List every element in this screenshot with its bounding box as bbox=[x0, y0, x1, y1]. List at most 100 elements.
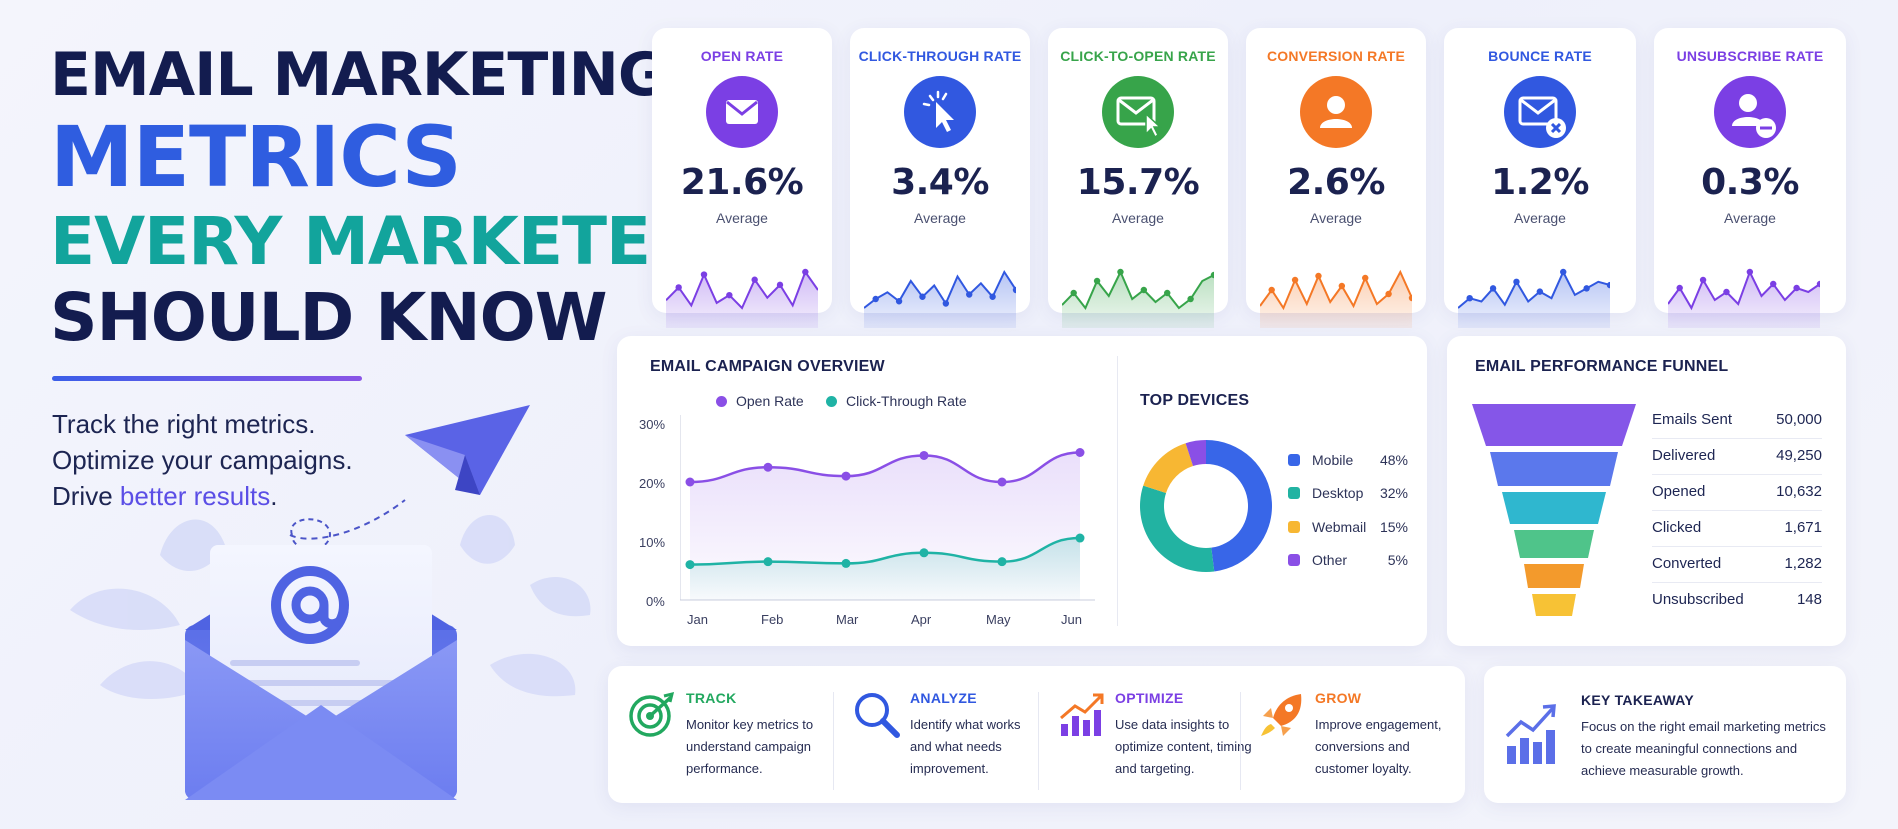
sparkline-point bbox=[942, 300, 950, 307]
kpi-label: CLICK-TO-OPEN RATE bbox=[1060, 48, 1216, 64]
sparkline-point bbox=[1466, 294, 1473, 302]
sparkline-point bbox=[1816, 280, 1820, 288]
y-tick-20: 20% bbox=[639, 476, 666, 491]
magnifier-icon bbox=[855, 693, 900, 738]
action-divider bbox=[833, 692, 834, 790]
sparkline-point bbox=[1385, 290, 1392, 298]
x-tick-mar: Mar bbox=[836, 612, 859, 627]
funnel-stage-unsubscribed bbox=[1532, 594, 1576, 616]
action-divider bbox=[1038, 692, 1039, 790]
sparkline-point bbox=[776, 281, 784, 289]
kpi-card-open-rate[interactable]: OPEN RATE 21.6% Average bbox=[652, 28, 832, 328]
kpi-card-conversion-rate[interactable]: CONVERSION RATE 2.6% Average bbox=[1246, 28, 1426, 328]
funnel-graphic bbox=[1472, 404, 1636, 616]
kpi-label: CONVERSION RATE bbox=[1266, 48, 1406, 64]
kpi-sparkline bbox=[1062, 268, 1214, 328]
hero-line-3: EVERY MARKETER bbox=[50, 203, 701, 280]
action-grow: GROW Improve engagement, conversions and… bbox=[1257, 690, 1457, 790]
hero-line-4: SHOULD KNOW bbox=[50, 279, 608, 356]
user-minus-icon bbox=[1714, 76, 1786, 148]
kpi-sub: Average bbox=[1310, 210, 1362, 226]
tagline-1: Track the right metrics. bbox=[52, 409, 316, 439]
sparkline-point bbox=[1560, 268, 1567, 276]
leaf-decoration-left bbox=[70, 519, 225, 700]
sparkline-point bbox=[1338, 282, 1346, 290]
kpi-card-bounce-rate[interactable]: BOUNCE RATE 1.2% Average bbox=[1444, 28, 1636, 328]
funnel-stage-opened bbox=[1502, 492, 1606, 524]
action-desc: Identify what works and what needs impro… bbox=[910, 717, 1021, 776]
series-1-point-0 bbox=[685, 560, 695, 570]
target-icon bbox=[629, 691, 675, 737]
takeaway-title: KEY TAKEAWAY bbox=[1581, 692, 1695, 708]
sparkline-point bbox=[872, 295, 879, 303]
kpi-card-click-through-rate[interactable]: CLICK-THROUGH RATE 3.4% Average bbox=[850, 28, 1030, 328]
sparkline-point bbox=[1699, 276, 1707, 284]
y-tick-30: 30% bbox=[639, 417, 666, 432]
kpi-card-unsubscribe-rate[interactable]: UNSUBSCRIBE RATE 0.3% Average bbox=[1654, 28, 1846, 328]
funnel-row-opened: Opened 10,632 bbox=[1652, 475, 1822, 511]
sparkline-point bbox=[1583, 285, 1590, 292]
tagline-3: Drive better results. bbox=[52, 481, 278, 511]
action-desc: Improve engagement, conversions and cust… bbox=[1315, 717, 1442, 776]
sparkline-area bbox=[1668, 272, 1820, 328]
sparkline-point bbox=[802, 268, 809, 276]
funnel-title: EMAIL PERFORMANCE FUNNEL bbox=[1475, 358, 1729, 375]
funnel-stage-clicked bbox=[1514, 530, 1594, 558]
sparkline-point bbox=[1676, 284, 1683, 292]
sparkline-point bbox=[1536, 288, 1544, 295]
action-track: TRACK Monitor key metrics to understand … bbox=[628, 690, 828, 790]
funnel-row-converted: Converted 1,282 bbox=[1652, 547, 1822, 583]
sparkline-point bbox=[1770, 280, 1777, 288]
sparkline-point bbox=[989, 293, 996, 300]
sparkline-point bbox=[966, 291, 973, 298]
action-strip-card bbox=[608, 666, 1465, 803]
tagline-2: Optimize your campaigns. bbox=[52, 445, 353, 475]
at-sign-icon bbox=[271, 566, 349, 644]
sparkline-point bbox=[1187, 295, 1194, 303]
top-devices-title: TOP DEVICES bbox=[1140, 392, 1250, 409]
action-title: GROW bbox=[1315, 690, 1362, 706]
series-line-0 bbox=[689, 451, 1081, 484]
action-divider bbox=[1240, 692, 1241, 790]
sparkline-area bbox=[1260, 272, 1412, 328]
funnel-row-delivered: Delivered 49,250 bbox=[1652, 439, 1822, 475]
series-0-point-5 bbox=[1075, 448, 1085, 457]
sparkline-point bbox=[1513, 278, 1520, 286]
rocket-icon bbox=[1261, 694, 1302, 736]
donut-slice-other bbox=[1185, 440, 1206, 467]
x-tick-may: May bbox=[986, 612, 1011, 627]
series-1-point-3 bbox=[919, 548, 929, 558]
funnel-stage-converted bbox=[1524, 564, 1584, 588]
kpi-value: 1.2% bbox=[1491, 162, 1589, 203]
funnel-row-clicked: Clicked 1,671 bbox=[1652, 511, 1822, 547]
sparkline-point bbox=[726, 291, 733, 299]
legend-click-through-rate[interactable]: Click-Through Rate bbox=[826, 393, 967, 409]
x-tick-jun: Jun bbox=[1061, 612, 1082, 627]
x-tick-jan: Jan bbox=[687, 612, 708, 627]
kpi-label: UNSUBSCRIBE RATE bbox=[1676, 48, 1824, 64]
y-tick-10: 10% bbox=[639, 535, 666, 550]
kpi-sparkline bbox=[864, 269, 1016, 328]
kpi-label: CLICK-THROUGH RATE bbox=[858, 48, 1022, 64]
series-1-point-4 bbox=[997, 557, 1007, 567]
series-0-point-2 bbox=[841, 471, 851, 481]
action-title: ANALYZE bbox=[910, 690, 977, 706]
sparkline-point bbox=[1268, 286, 1275, 294]
sparkline-point bbox=[675, 284, 682, 291]
section-divider bbox=[1117, 356, 1118, 626]
sparkline-point bbox=[1012, 286, 1016, 294]
series-0-point-3 bbox=[919, 450, 929, 460]
sparkline-point bbox=[895, 298, 903, 305]
funnel-stage-sent bbox=[1472, 404, 1636, 446]
hero-line-1: EMAIL MARKETING bbox=[50, 40, 667, 110]
sparkline-point bbox=[1164, 289, 1171, 297]
kpi-card-click-to-open-rate[interactable]: CLICK-TO-OPEN RATE 15.7% Average bbox=[1048, 28, 1228, 328]
y-tick-0: 0% bbox=[646, 594, 665, 609]
sparkline-point bbox=[1140, 286, 1148, 294]
sparkline-point bbox=[1210, 271, 1214, 279]
kpi-sparkline bbox=[666, 268, 818, 328]
kpi-sub: Average bbox=[1514, 210, 1566, 226]
kpi-value: 0.3% bbox=[1701, 162, 1799, 203]
legend-open-rate[interactable]: Open Rate bbox=[716, 393, 804, 409]
hero-line-2: METRICS bbox=[50, 108, 462, 206]
